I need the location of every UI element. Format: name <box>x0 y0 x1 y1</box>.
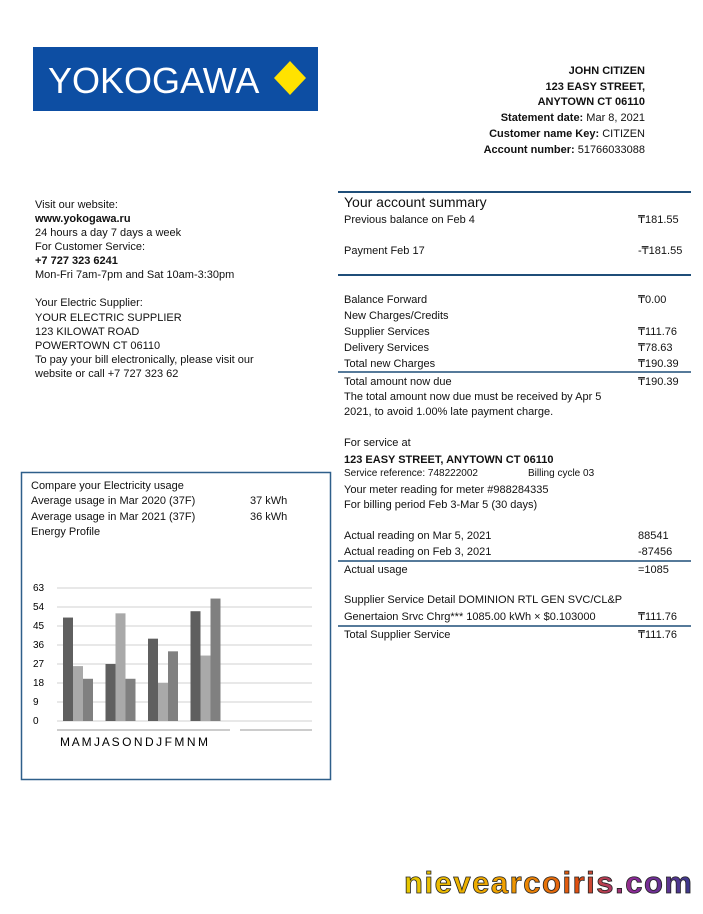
summary-value: ₸181.55 <box>638 214 679 226</box>
y-tick-label: 63 <box>33 583 45 594</box>
summary-label: Actual usage <box>344 564 408 576</box>
customer-name: JOHN CITIZEN <box>568 65 645 77</box>
summary-value: ₸190.39 <box>638 358 679 370</box>
summary-label: Actual reading on Feb 3, 2021 <box>344 546 492 558</box>
bar <box>73 666 83 721</box>
contact-line: website or call +7 727 323 62 <box>35 368 179 380</box>
value: Mar 8, 2021 <box>586 112 645 124</box>
summary-label: Balance Forward <box>344 294 428 306</box>
summary-label: Delivery Services <box>344 342 429 354</box>
usage-value: 36 kWh <box>250 511 288 523</box>
summary-value: -87456 <box>638 546 673 558</box>
summary-label: 123 EASY STREET, ANYTOWN CT 06110 <box>344 454 554 466</box>
contact-line: +7 727 323 6241 <box>35 255 118 267</box>
usage-label: Average usage in Mar 2021 (37F) <box>31 511 196 523</box>
contact-line: www.yokogawa.ru <box>35 213 131 225</box>
usage-label: Average usage in Mar 2020 (37F) <box>31 495 196 507</box>
bar <box>115 613 126 721</box>
summary-label: New Charges/Credits <box>344 310 449 322</box>
bar <box>190 611 201 721</box>
summary-value: 88541 <box>638 530 669 542</box>
logo-text: YOKOGAWA <box>48 60 259 101</box>
statement-date: Statement date: Mar 8, 2021 <box>501 111 645 125</box>
y-tick-label: 45 <box>33 621 45 632</box>
contact-line: POWERTOWN CT 06110 <box>35 340 161 352</box>
y-tick-label: 27 <box>33 659 45 670</box>
contact-line: Your Electric Supplier: <box>35 297 143 309</box>
y-tick-label: 0 <box>33 716 39 727</box>
logo-diamond <box>274 61 306 95</box>
summary-value: ₸111.76 <box>638 611 678 623</box>
y-tick-label: 36 <box>33 640 45 651</box>
summary-label: Total new Charges <box>344 358 436 370</box>
contact-line: To pay your bill electronically, please … <box>35 354 254 366</box>
bar <box>200 655 211 721</box>
contact-line: Visit our website: <box>35 199 118 211</box>
y-tick-label: 54 <box>33 602 45 613</box>
summary-label: Supplier Services <box>344 326 430 338</box>
summary-label: Total amount now due <box>344 376 452 388</box>
contact-line: 24 hours a day 7 days a week <box>35 227 182 239</box>
summary-value: ₸111.76 <box>638 326 678 338</box>
usage-box <box>20 471 332 781</box>
chart: 0 9 18 27 36 45 54 63 M A M J A S O N D J F M N … <box>33 583 312 749</box>
summary-label: Supplier Service Detail DOMINION RTL GEN… <box>344 594 623 606</box>
y-tick-label: 18 <box>33 678 45 689</box>
contact-line: Mon-Fri 7am-7pm and Sat 10am-3:30pm <box>35 269 235 281</box>
summary-value: =1085 <box>638 564 669 576</box>
summary-label: The total amount now due must be receive… <box>344 391 602 403</box>
summary-label: Service reference: 748222002 <box>344 468 478 479</box>
bar <box>148 638 158 721</box>
summary-value: ₸0.00 <box>638 294 667 306</box>
y-tick-label: 9 <box>33 697 39 708</box>
usage-subtitle: Energy Profile <box>31 526 101 538</box>
bar <box>63 617 73 721</box>
summary-label: Payment Feb 17 <box>344 245 425 257</box>
bar <box>210 598 221 721</box>
label: Account number: <box>483 144 575 156</box>
bar <box>83 678 93 721</box>
summary-label: Actual reading on Mar 5, 2021 <box>344 530 492 542</box>
bar <box>125 678 136 721</box>
value: CITIZEN <box>602 128 645 140</box>
bar <box>105 664 116 721</box>
summary-value: ₸111.76 <box>638 629 678 641</box>
bar <box>158 683 168 721</box>
summary-label: Total Supplier Service <box>344 629 451 641</box>
summary-label: For service at <box>344 437 411 449</box>
summary-label: For billing period Feb 3-Mar 5 (30 days) <box>344 499 538 511</box>
summary-label: Your meter reading for meter #988284335 <box>344 484 549 496</box>
logo-box <box>33 47 318 111</box>
contact-line: 123 KILOWAT ROAD <box>35 326 140 338</box>
watermark: nievearcoiris.com <box>404 865 692 900</box>
value: 51766033088 <box>577 144 645 156</box>
contact-line: For Customer Service: <box>35 241 146 253</box>
summary-value: -₸181.55 <box>638 245 683 257</box>
summary-label: 2021, to avoid 1.00% late payment charge… <box>344 406 554 418</box>
contact-line: YOUR ELECTRIC SUPPLIER <box>35 312 182 324</box>
summary-note: Billing cycle 03 <box>528 468 595 479</box>
summary-label: Previous balance on Feb 4 <box>344 214 475 226</box>
summary-value: ₸190.39 <box>638 376 679 388</box>
summary-title: Your account summary <box>344 194 487 210</box>
usage-value: 37 kWh <box>250 495 288 507</box>
customer-key: Customer name Key: CITIZEN <box>489 127 645 141</box>
account-number: Account number: 51766033088 <box>484 143 645 157</box>
x-axis-labels: M A M J A S O N D J F M N M <box>60 735 208 749</box>
bar <box>168 651 178 721</box>
label: Statement date: <box>500 112 584 124</box>
usage-title: Compare your Electricity usage <box>31 480 184 492</box>
summary-value: ₸78.63 <box>638 342 673 354</box>
summary-label: Genertaion Srvc Chrg*** 1085.00 kWh × $0… <box>344 611 596 623</box>
customer-street: 123 EASY STREET, <box>545 81 645 93</box>
customer-city: ANYTOWN CT 06110 <box>537 96 645 108</box>
label: Customer name Key: <box>489 128 600 140</box>
